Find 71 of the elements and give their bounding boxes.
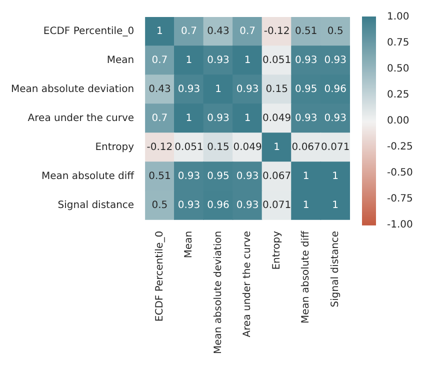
- data-label: 0.071: [262, 200, 292, 212]
- color-bar-label: -0.50: [387, 168, 413, 179]
- data-label: 0.93: [178, 171, 200, 182]
- data-label: 1: [186, 113, 192, 124]
- data-label: 0.96: [207, 200, 230, 212]
- color-bar-label: 0.00: [387, 116, 410, 127]
- data-label: 0.7: [152, 113, 168, 124]
- x-tick-label: Mean absolute diff: [300, 230, 312, 324]
- x-tick-label: Area under the curve: [242, 230, 254, 338]
- data-label: -0.12: [146, 142, 173, 154]
- data-label: 1: [332, 200, 339, 212]
- data-label: 0.049: [233, 142, 262, 154]
- data-label: 0.5: [327, 26, 344, 38]
- data-label: 0.93: [178, 84, 200, 96]
- data-label: 0.93: [324, 55, 346, 66]
- data-label: 1: [244, 113, 251, 124]
- data-label: 0.95: [207, 171, 230, 182]
- data-label: 1: [186, 55, 192, 66]
- data-label: 0.93: [294, 55, 318, 66]
- data-label: 1: [156, 26, 163, 38]
- data-label: 0.15: [207, 142, 230, 154]
- color-bar-label: -0.25: [387, 142, 413, 153]
- data-label: 1: [332, 171, 339, 182]
- y-tick-label: Entropy: [95, 142, 134, 154]
- data-label: 0.93: [178, 200, 200, 212]
- data-label: 0.7: [152, 55, 168, 66]
- color-bar-label: -0.75: [387, 194, 413, 205]
- data-label: -0.12: [264, 26, 290, 38]
- data-label: 0.51: [294, 26, 318, 38]
- color-bar-label: 1.00: [387, 12, 410, 23]
- y-tick-label: Mean absolute diff: [41, 171, 136, 182]
- data-label: 0.049: [262, 113, 292, 124]
- data-label: 0.93: [236, 171, 259, 182]
- data-label: 1: [244, 55, 251, 66]
- data-label: 0.51: [148, 171, 171, 182]
- x-tick-label: Mean absolute deviation: [212, 230, 224, 354]
- data-label: 0.5: [152, 200, 168, 212]
- data-label: 0.96: [324, 84, 346, 96]
- y-tick-label: Signal distance: [58, 200, 134, 212]
- x-tick-label: Mean: [184, 230, 195, 258]
- data-label: 0.95: [294, 84, 318, 96]
- data-label: 1: [302, 200, 310, 212]
- data-label: 0.43: [207, 26, 230, 38]
- data-label: 1: [215, 84, 222, 96]
- data-label: 0.051: [262, 55, 292, 66]
- y-tick-label: Mean: [106, 55, 134, 66]
- data-label: 0.93: [294, 113, 318, 124]
- data-label: 0.071: [321, 142, 350, 154]
- data-label: 0.067: [262, 171, 292, 182]
- color-bar-label: 0.25: [387, 90, 410, 101]
- data-label: 1: [302, 171, 310, 182]
- data-label: 1: [274, 142, 280, 154]
- x-tick-label: Entropy: [271, 230, 282, 270]
- x-tick-label: Signal distance: [330, 230, 341, 308]
- data-label: 0.067: [292, 142, 320, 154]
- data-label: 0.93: [207, 113, 230, 124]
- y-tick-label: Mean absolute deviation: [11, 84, 134, 96]
- data-label: 0.93: [236, 200, 259, 212]
- y-tick-label: ECDF Percentile_0: [43, 26, 134, 38]
- data-label: 0.93: [207, 55, 230, 66]
- color-bar-label: 0.50: [387, 64, 410, 75]
- color-bar-label: 0.75: [387, 38, 410, 49]
- data-label: 0.7: [240, 26, 256, 38]
- data-label: 0.051: [174, 142, 204, 154]
- color-bar-label: -1.00: [387, 220, 413, 231]
- data-label: 0.93: [236, 84, 259, 96]
- data-label: 0.15: [266, 84, 288, 96]
- y-tick-label: Area under the curve: [28, 113, 134, 124]
- data-label: 0.43: [148, 84, 171, 96]
- data-label: 0.7: [181, 26, 197, 38]
- data-label: 0.93: [324, 113, 346, 124]
